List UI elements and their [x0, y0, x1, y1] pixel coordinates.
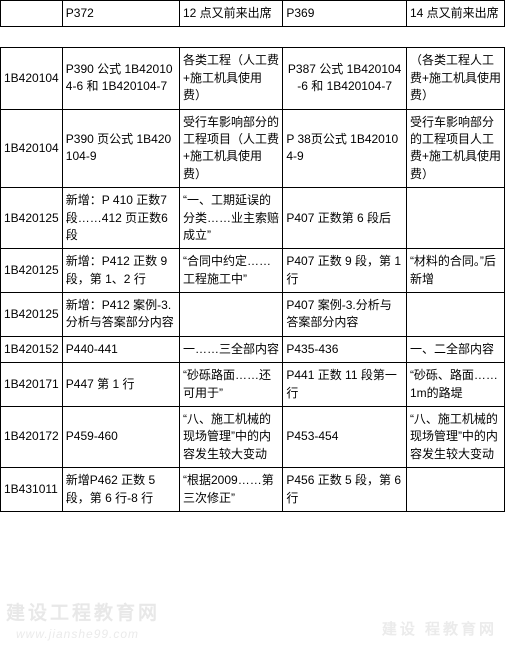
cell-code: 1B420125 [1, 188, 63, 249]
cell-page-b: P435-436 [283, 336, 407, 362]
cell-page-a: P447 第 1 行 [62, 363, 179, 407]
cell-desc-a: “八、施工机械的现场管理”中的内容发生较大变动 [180, 407, 283, 468]
cell-page-a: P372 [62, 1, 179, 27]
table-row: 1B420125 新增：P 410 正数7段……412 页正数6段 “一、工期延… [1, 188, 505, 249]
cell-page-a: P459-460 [62, 407, 179, 468]
cell-desc-a: “合同中约定……工程施工中” [180, 249, 283, 293]
cell-page-b: P407 正数 9 段，第 1行 [283, 249, 407, 293]
cell-page-b: P407 案例-3.分析与答案部分内容 [283, 293, 407, 337]
cell-page-a: P390 公式 1B420104-6 和 1B420104-7 [62, 48, 179, 109]
cell-code: 1B420104 [1, 48, 63, 109]
cell-desc-a: 12 点又前来出席 [180, 1, 283, 27]
cell-page-a: 新增：P 410 正数7段……412 页正数6段 [62, 188, 179, 249]
table-row: 1B420104 P390 页公式 1B420104-9 受行车影响部分的工程项… [1, 109, 505, 188]
cell-code: 1B420171 [1, 363, 63, 407]
cell-code [1, 1, 63, 27]
cell-page-b: P369 [283, 1, 407, 27]
cell-page-a: P390 页公式 1B420104-9 [62, 109, 179, 188]
cell-page-a: 新增：P412 案例-3.分析与答案部分内容 [62, 293, 179, 337]
cell-code: 1B420172 [1, 407, 63, 468]
cell-code: 1B420152 [1, 336, 63, 362]
watermark-text-url: www.jianshe99.com [16, 627, 139, 641]
table-row: P372 12 点又前来出席 P369 14 点又前来出席 [1, 1, 505, 27]
cell-page-b: P453-454 [283, 407, 407, 468]
watermark-text-cn-2: 建设 程教育网 [382, 618, 497, 639]
cell-desc-b: 14 点又前来出席 [406, 1, 504, 27]
table-row: 1B420171 P447 第 1 行 “砂砾路面……还可用于” P441 正数… [1, 363, 505, 407]
cell-desc-a: “一、工期延误的分类……业主索赔成立” [180, 188, 283, 249]
watermark-text-cn: 建设工程教育网 [6, 598, 160, 625]
cell-page-a: P440-441 [62, 336, 179, 362]
cell-desc-b: “砂砾、路面……1m的路堤 [406, 363, 504, 407]
table-row: 1B431011 新增P462 正数 5 段，第 6 行-8 行 “根据2009… [1, 468, 505, 512]
cell-page-b: P387 公式 1B420104-6 和 1B420104-7 [283, 48, 407, 109]
cell-desc-a: 一……三全部内容 [180, 336, 283, 362]
cell-code: 1B420125 [1, 249, 63, 293]
cell-desc-b [406, 188, 504, 249]
cell-desc-b: 一、二全部内容 [406, 336, 504, 362]
cell-desc-a: 受行车影响部分的工程项目（人工费+施工机具使用费） [180, 109, 283, 188]
cell-desc-b: “材料的合同。”后新增 [406, 249, 504, 293]
cell-desc-b: （各类工程人工费+施工机具使用费） [406, 48, 504, 109]
comparison-table: 1B420104 P390 公式 1B420104-6 和 1B420104-7… [0, 47, 505, 512]
cell-desc-b: “八、施工机械的现场管理”中的内容发生较大变动 [406, 407, 504, 468]
cell-desc-a [180, 293, 283, 337]
cell-code: 1B431011 [1, 468, 63, 512]
cell-page-b: P441 正数 11 段第一行 [283, 363, 407, 407]
cell-code: 1B420125 [1, 293, 63, 337]
table-row: 1B420104 P390 公式 1B420104-6 和 1B420104-7… [1, 48, 505, 109]
table-row: 1B420125 新增：P412 案例-3.分析与答案部分内容 P407 案例-… [1, 293, 505, 337]
header-fragment-table: P372 12 点又前来出席 P369 14 点又前来出席 [0, 0, 505, 27]
table-row: 1B420125 新增：P412 正数 9段，第 1、2 行 “合同中约定……工… [1, 249, 505, 293]
cell-desc-a: 各类工程（人工费+施工机具使用费） [180, 48, 283, 109]
cell-page-b: P456 正数 5 段，第 6行 [283, 468, 407, 512]
cell-desc-a: “根据2009……第三次修正” [180, 468, 283, 512]
cell-desc-b [406, 468, 504, 512]
cell-desc-a: “砂砾路面……还可用于” [180, 363, 283, 407]
cell-page-b: P407 正数第 6 段后 [283, 188, 407, 249]
cell-code: 1B420104 [1, 109, 63, 188]
table-row: 1B420172 P459-460 “八、施工机械的现场管理”中的内容发生较大变… [1, 407, 505, 468]
cell-page-a: 新增P462 正数 5 段，第 6 行-8 行 [62, 468, 179, 512]
table-row: 1B420152 P440-441 一……三全部内容 P435-436 一、二全… [1, 336, 505, 362]
watermark-right: 建设 程教育网 [382, 618, 497, 639]
cell-page-b: P 38页公式 1B420104-9 [283, 109, 407, 188]
cell-desc-b [406, 293, 504, 337]
cell-desc-b: 受行车影响部分的工程项目人工费+施工机具使用费） [406, 109, 504, 188]
cell-page-a: 新增：P412 正数 9段，第 1、2 行 [62, 249, 179, 293]
